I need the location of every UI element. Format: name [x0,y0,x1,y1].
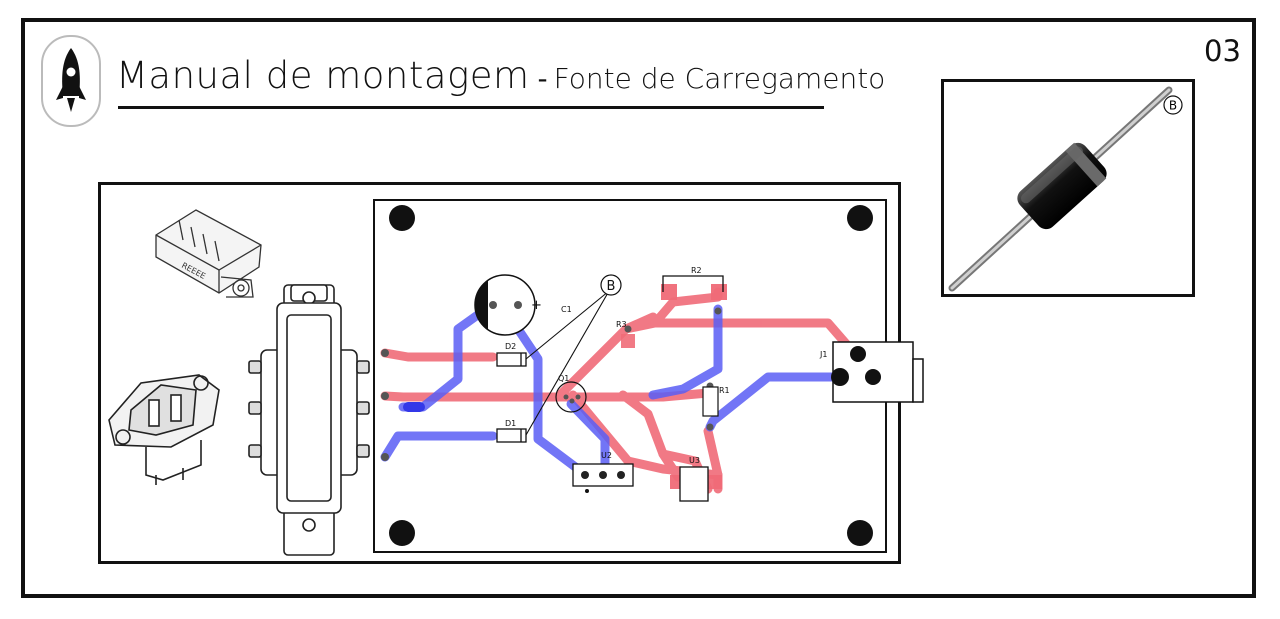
capacitor-c1: + C1 [474,274,572,336]
svg-text:R3: R3 [616,320,627,329]
svg-text:D2: D2 [505,342,516,351]
transformer-drawing [248,284,370,556]
title-underline [118,106,824,109]
svg-text:U2: U2 [601,451,612,460]
svg-text:R1: R1 [719,386,730,395]
transistor-q1: Q1 [555,374,587,413]
pcb-callout-b: B [525,274,622,436]
title-subtitle: Fonte de Carregamento [553,62,886,95]
rocket-icon [56,48,86,112]
bottom-pad [403,402,425,412]
svg-text:J1: J1 [819,350,827,359]
photo-callout-b: B [1163,95,1183,115]
diode-d1: D1 [496,419,527,443]
svg-text:B: B [607,279,616,294]
ic-u3: U3 [679,456,709,502]
diode-d2: D2 [496,342,527,367]
resistor-r2: R2 [662,266,724,292]
regulator-u2: U2 [572,451,634,493]
logo-badge [41,35,101,127]
component-illustrations: REEEE [108,209,370,556]
bottom-layer-traces [380,299,843,479]
pcb-pads [381,307,722,461]
svg-text:B: B [1169,99,1177,113]
pcb-layout: + C1 D2 D1 B Q1 R1 R2 R3 [380,205,924,546]
connector-drawing: REEEE [155,209,262,298]
page-frame [21,18,1256,598]
svg-text:U3: U3 [689,456,700,465]
mounting-holes [389,205,873,546]
svg-text:Q1: Q1 [558,374,569,383]
svg-text:D1: D1 [505,419,516,428]
title-separator: - [537,62,548,95]
svg-text:C1: C1 [561,305,572,314]
jack-j1: J1 [819,341,924,403]
resistor-r3: R3 [616,320,635,348]
diode-photo: B [941,79,1195,297]
page-number: 03 [1204,34,1241,68]
svg-text:R2: R2 [691,266,702,275]
svg-text:+: + [531,298,542,313]
page-title: Manual de montagem - Fonte de Carregamento [116,54,885,97]
resistor-r1: R1 [702,386,730,417]
diode-illustration: B [948,86,1183,292]
power-inlet-drawing [108,374,220,485]
title-main: Manual de montagem [116,54,530,97]
